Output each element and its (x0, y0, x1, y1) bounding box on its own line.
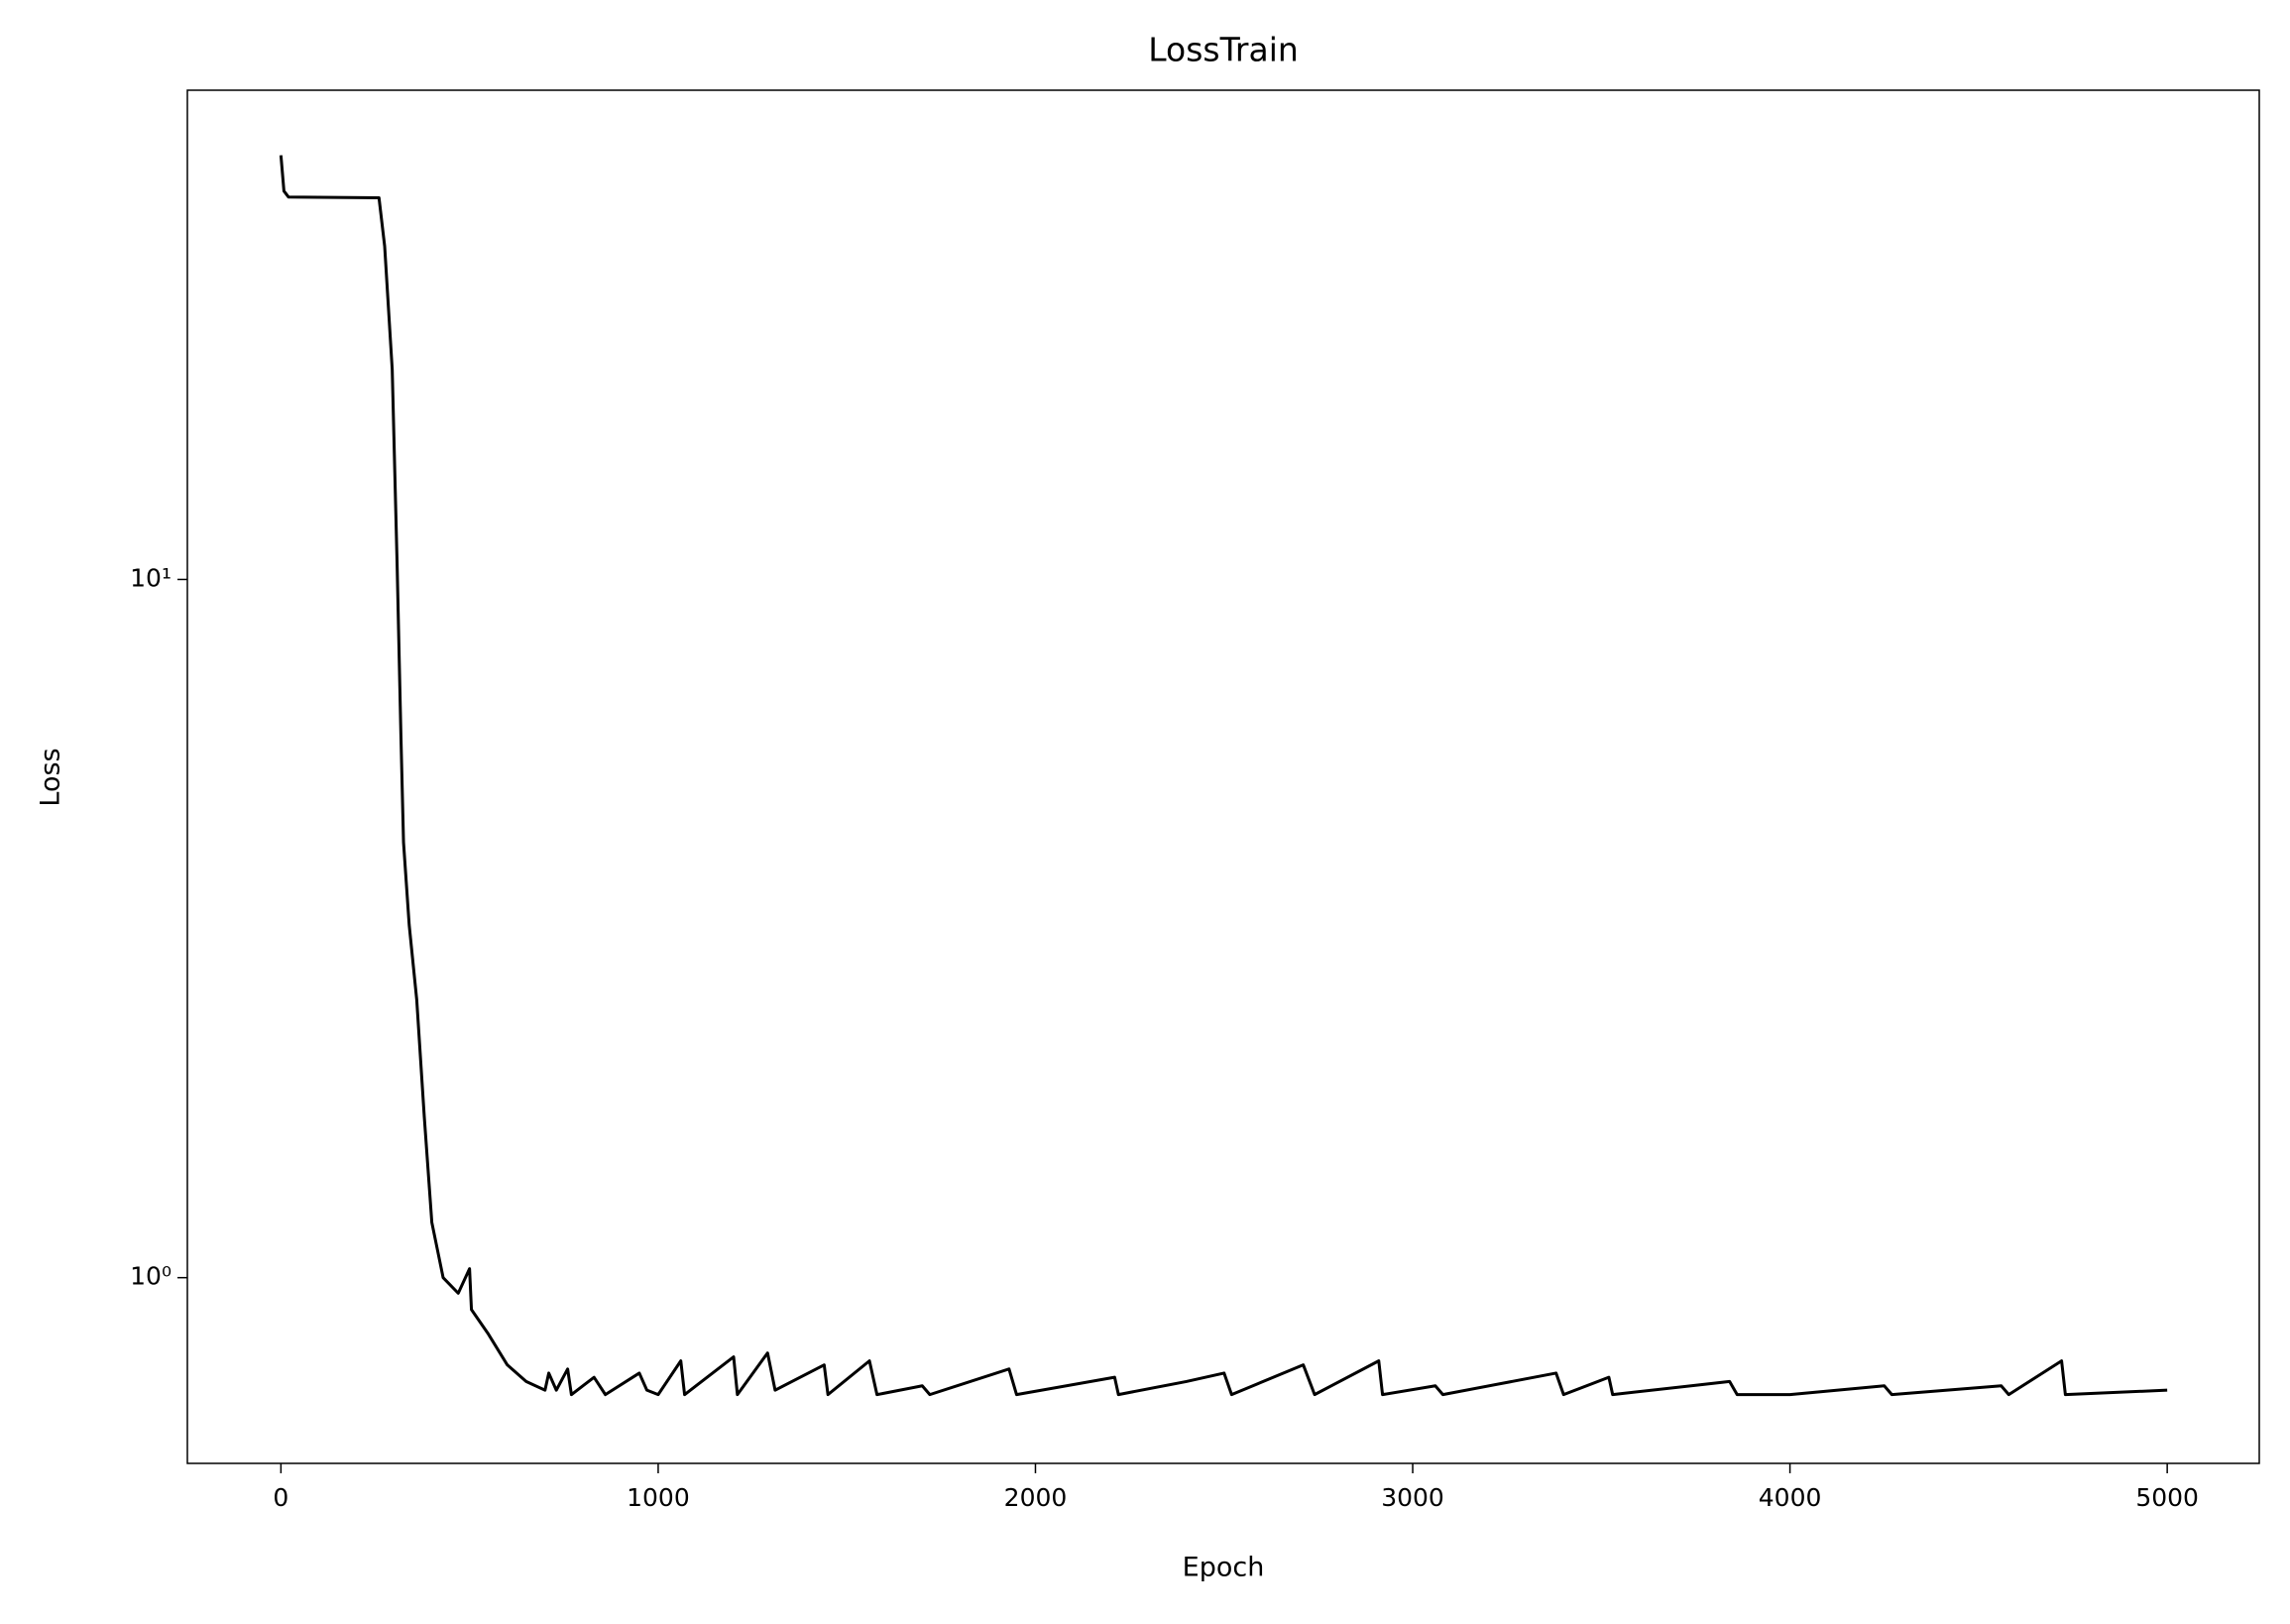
y-tick-label: 10¹ (130, 563, 172, 592)
x-axis-label: Epoch (1183, 1553, 1265, 1583)
x-tick-label: 2000 (1004, 1483, 1068, 1512)
y-axis-label: Loss (36, 748, 66, 806)
x-tick-label: 5000 (2135, 1483, 2199, 1512)
x-tick-label: 1000 (627, 1483, 690, 1512)
plot-frame (186, 89, 2260, 1464)
x-tick-label: 4000 (1759, 1483, 1822, 1512)
x-tick-label: 0 (273, 1483, 288, 1512)
chart-title: LossTrain (1148, 31, 1299, 69)
loss-line (279, 155, 2168, 1397)
y-tick-label: 10⁰ (130, 1262, 172, 1291)
x-tick-label: 3000 (1381, 1483, 1444, 1512)
